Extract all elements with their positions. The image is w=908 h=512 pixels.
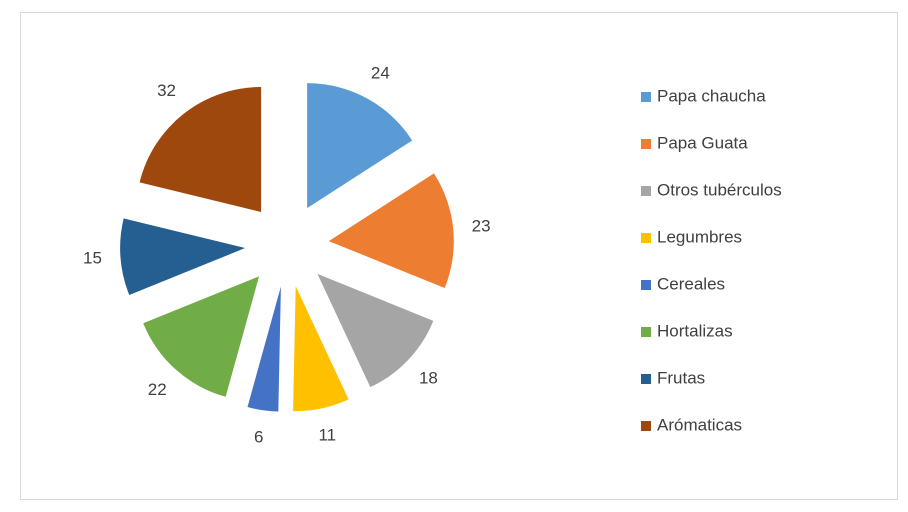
data-label: 18 [419, 369, 438, 388]
legend-label: Otros tubérculos [657, 180, 782, 199]
legend-label: Legumbres [657, 227, 742, 246]
pie-slice [139, 86, 262, 212]
legend-label: Papa chaucha [657, 86, 766, 105]
data-label: 22 [148, 380, 167, 399]
data-label: 15 [83, 249, 102, 268]
legend-swatch [641, 233, 651, 243]
data-label: 32 [157, 81, 176, 100]
legend-label: Frutas [657, 368, 705, 387]
data-label: 6 [254, 427, 263, 446]
legend-swatch [641, 280, 651, 290]
pie-slice [328, 173, 454, 289]
data-label: 24 [371, 63, 390, 82]
legend-swatch [641, 92, 651, 102]
pie-slice [293, 286, 349, 412]
data-label: 23 [472, 216, 491, 235]
pie-slice [143, 276, 260, 397]
legend-label: Papa Guata [657, 133, 748, 152]
data-label: 11 [318, 425, 336, 444]
pie-slice [307, 83, 413, 209]
legend-swatch [641, 327, 651, 337]
legend-label: Cereales [657, 274, 725, 293]
legend-swatch [641, 421, 651, 431]
pie-slice [120, 218, 246, 295]
legend-label: Arómaticas [657, 415, 742, 434]
legend-swatch [641, 186, 651, 196]
pie-slice [247, 286, 281, 412]
legend-swatch [641, 139, 651, 149]
legend-label: Hortalizas [657, 321, 733, 340]
legend-swatch [641, 374, 651, 384]
pie-slice [317, 273, 434, 388]
